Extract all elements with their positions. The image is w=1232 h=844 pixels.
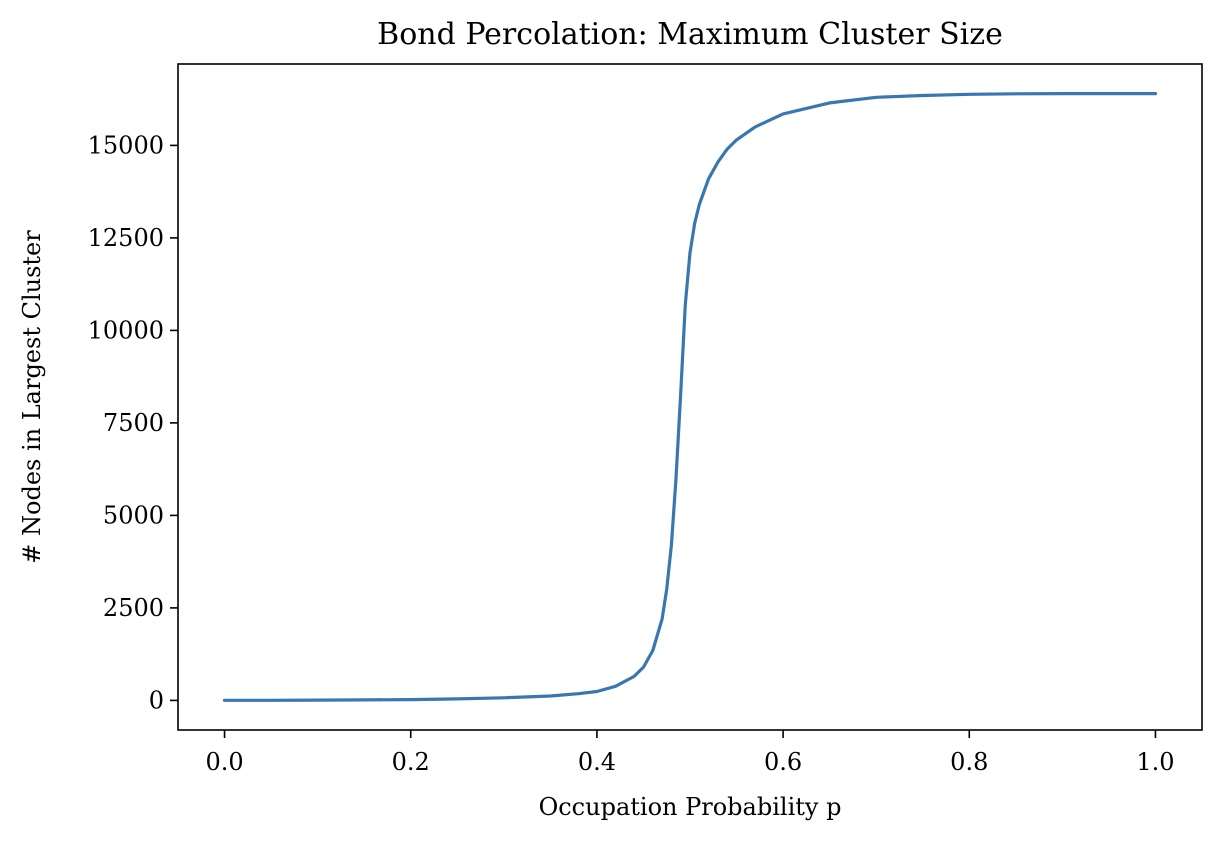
- y-tick-label: 7500: [103, 409, 164, 437]
- y-tick-label: 2500: [103, 594, 164, 622]
- y-tick-label: 10000: [88, 316, 164, 344]
- y-tick-label: 12500: [88, 224, 164, 252]
- x-tick-label: 0.6: [764, 748, 802, 776]
- series-line: [222, 91, 1158, 702]
- x-tick-label: 0.0: [205, 748, 243, 776]
- x-axis-label: Occupation Probability p: [539, 793, 842, 821]
- x-tick-label: 0.4: [578, 748, 616, 776]
- y-tick-label: 5000: [103, 501, 164, 529]
- x-tick-label: 0.2: [392, 748, 430, 776]
- x-tick-label: 1.0: [1136, 748, 1174, 776]
- x-tick-label: 0.8: [950, 748, 988, 776]
- plot-area: [222, 91, 1158, 702]
- y-tick-label: 0: [149, 686, 164, 714]
- y-axis: 0 2500 5000 7500 10000 12500 15000: [88, 131, 178, 714]
- y-axis-label: # Nodes in Largest Cluster: [18, 230, 46, 564]
- x-axis: 0.0 0.2 0.4 0.6 0.8 1.0: [205, 730, 1175, 776]
- y-tick-label: 15000: [88, 131, 164, 159]
- chart-title: Bond Percolation: Maximum Cluster Size: [377, 17, 1003, 52]
- plot-frame: [177, 63, 1203, 731]
